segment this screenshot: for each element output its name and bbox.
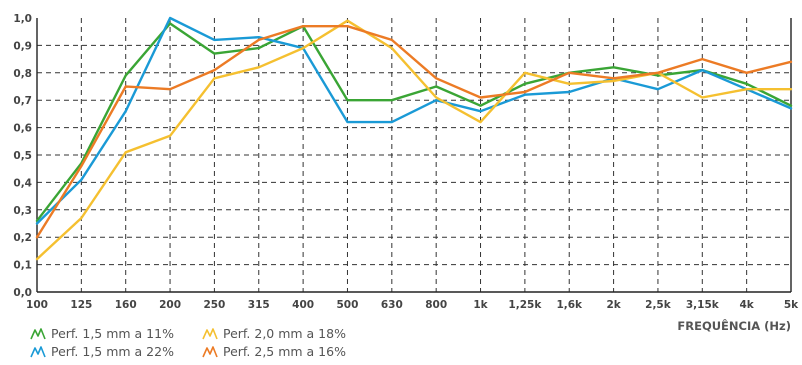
legend-label: Perf. 1,5 mm a 11% bbox=[51, 326, 174, 341]
x-axis-title: FREQUÊNCIA (Hz) bbox=[677, 318, 791, 333]
legend-line-icon bbox=[30, 328, 46, 340]
series-line-3 bbox=[35, 19, 793, 261]
y-tick-label: 0,9 bbox=[13, 40, 32, 52]
legend-label: Perf. 2,0 mm a 18% bbox=[223, 326, 346, 341]
y-tick-label: 1,0 bbox=[13, 13, 32, 25]
legend-label: Perf. 1,5 mm a 22% bbox=[51, 344, 174, 359]
series-line-4 bbox=[35, 25, 793, 239]
x-tick-label: 5k bbox=[784, 299, 799, 311]
x-tick-label: 4k bbox=[739, 299, 754, 311]
x-tick-label: 250 bbox=[203, 299, 225, 311]
x-tick-label: 800 bbox=[425, 299, 447, 311]
legend-item: Perf. 1,5 mm a 22% bbox=[30, 344, 174, 360]
x-tick-label: 315 bbox=[248, 299, 270, 311]
series-line-2 bbox=[35, 16, 793, 225]
x-tick-label: 3,15k bbox=[686, 299, 720, 311]
series-lines bbox=[35, 16, 793, 261]
y-tick-label: 0,0 bbox=[13, 287, 32, 299]
legend-item: Perf. 2,5 mm a 16% bbox=[202, 344, 346, 360]
x-tick-label: 200 bbox=[159, 299, 181, 311]
y-tick-label: 0,2 bbox=[13, 232, 32, 244]
legend-label: Perf. 2,5 mm a 16% bbox=[223, 344, 346, 359]
series-line-1 bbox=[35, 22, 793, 223]
x-tick-label: 1,6k bbox=[556, 299, 583, 311]
x-tick-label: 630 bbox=[381, 299, 403, 311]
legend-line-icon bbox=[30, 346, 46, 358]
x-tick-label: 2k bbox=[606, 299, 621, 311]
chart-axes bbox=[36, 18, 792, 293]
y-tick-label: 0,3 bbox=[13, 205, 32, 217]
y-tick-label: 0,7 bbox=[13, 95, 32, 107]
x-tick-labels: 100 125 160 200 250 315 400 500 630 800 1k 1,25k 1,6… bbox=[26, 299, 799, 311]
y-tick-label: 0,1 bbox=[13, 260, 32, 272]
x-tick-label: 160 bbox=[115, 299, 137, 311]
y-tick-label: 0,5 bbox=[13, 150, 32, 162]
y-tick-label: 0,6 bbox=[13, 123, 32, 135]
y-tick-label: 0,4 bbox=[13, 177, 32, 189]
x-tick-label: 1,25k bbox=[508, 299, 542, 311]
legend-line-icon bbox=[202, 346, 218, 358]
x-tick-label: 100 bbox=[26, 299, 48, 311]
chart-grid bbox=[37, 18, 791, 292]
x-tick-label: 125 bbox=[70, 299, 92, 311]
x-tick-label: 500 bbox=[337, 299, 359, 311]
legend-item: Perf. 1,5 mm a 11% bbox=[30, 326, 174, 342]
legend-item: Perf. 2,0 mm a 18% bbox=[202, 326, 346, 342]
y-tick-label: 0,8 bbox=[13, 68, 32, 80]
x-tick-label: 400 bbox=[292, 299, 314, 311]
legend-line-icon bbox=[202, 328, 218, 340]
y-tick-labels: 0,0 0,1 0,2 0,3 0,4 0,5 0,6 0,7 0,8 0,9 1,0 bbox=[13, 13, 32, 299]
x-tick-label: 1k bbox=[473, 299, 488, 311]
x-tick-label: 2,5k bbox=[645, 299, 672, 311]
